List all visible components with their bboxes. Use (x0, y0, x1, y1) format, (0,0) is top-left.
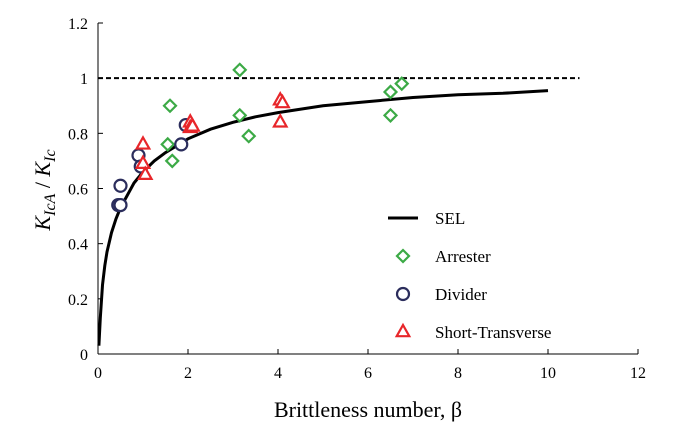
x-tick-label: 4 (274, 365, 282, 382)
x-axis-title: Brittleness number, β (274, 397, 462, 422)
x-tick-label: 0 (94, 365, 102, 382)
x-tick-label: 12 (630, 365, 646, 382)
arrester-point (394, 76, 410, 92)
arrester-point (241, 128, 257, 144)
legend-short-transverse-label: Short-Transverse (435, 323, 551, 342)
arrester-point (164, 153, 180, 169)
legend-short-transverse-swatch (394, 322, 412, 338)
short-transverse-point (134, 154, 152, 169)
arrester-point (162, 98, 178, 114)
arrester-point (232, 62, 248, 78)
legend-divider-label: Divider (435, 285, 487, 304)
short-transverse-point (274, 93, 291, 109)
axes: 0 2 4 6 8 10 12 0 0.2 0.4 0.6 0.8 1 1.2 (68, 16, 646, 382)
legend-divider-swatch (395, 286, 411, 302)
arrester-point (382, 107, 399, 123)
legend-arrester-swatch (395, 248, 411, 264)
x-tick-label: 2 (184, 365, 192, 382)
x-tick-label: 6 (364, 365, 372, 382)
y-tick-label: 0 (80, 347, 88, 364)
y-tick-label: 0.6 (68, 182, 88, 199)
x-tick-label: 8 (454, 365, 462, 382)
short-transverse-point (272, 113, 289, 128)
arrester-point (232, 107, 248, 123)
arrester-point (382, 84, 399, 100)
legend: SEL Arrester Divider Short-Transverse (388, 209, 551, 342)
legend-sel-label: SEL (435, 209, 465, 228)
divider-point (113, 178, 128, 193)
divider-point (174, 137, 189, 152)
y-tick-label: 0.2 (68, 292, 88, 309)
x-tick-label: 10 (540, 365, 556, 382)
short-transverse-point (134, 135, 152, 150)
legend-arrester-label: Arrester (435, 247, 491, 266)
y-tick-label: 1 (80, 71, 88, 88)
short-transverse-point (184, 117, 201, 132)
arrester-point (160, 136, 176, 152)
divider-point (113, 197, 128, 213)
y-tick-label: 0.8 (68, 126, 88, 143)
short-transverse-point (137, 165, 154, 181)
y-tick-label: 1.2 (68, 16, 88, 33)
y-axis-title: KIcA / KIc (30, 149, 59, 231)
y-tick-label: 0.4 (68, 237, 88, 254)
sel-line (97, 89, 549, 346)
plot-area (97, 62, 580, 346)
